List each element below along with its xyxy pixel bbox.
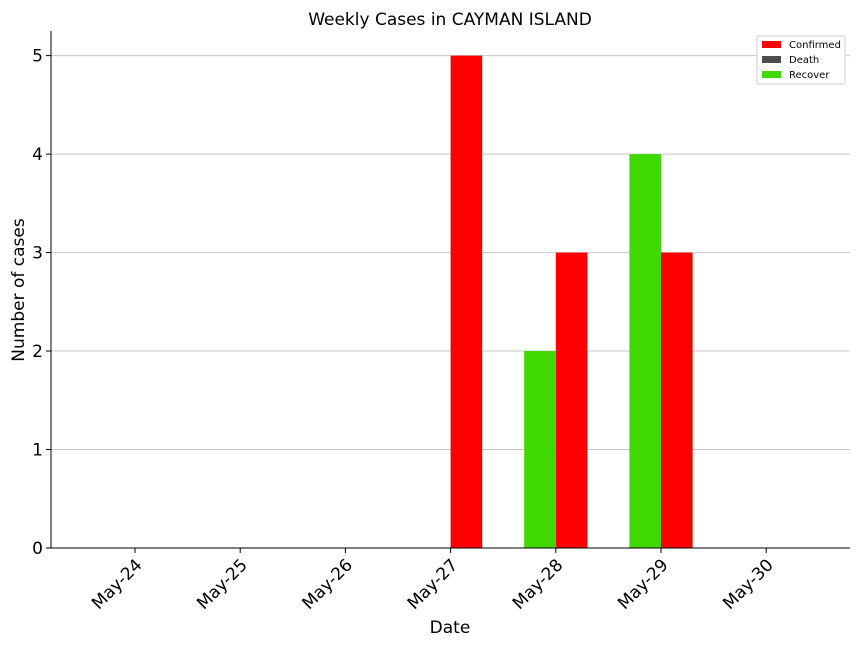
- x-tick-label: May-27: [404, 555, 462, 613]
- legend-label-confirmed: Confirmed: [789, 40, 841, 51]
- legend: Confirmed Death Recover: [756, 35, 846, 85]
- legend-label-death: Death: [789, 55, 819, 66]
- bar-recover-may-29: [629, 154, 661, 548]
- bar-confirmed-may-28: [555, 252, 588, 549]
- bars: [450, 55, 693, 549]
- x-ticks: May-24 May-25 May-26 May-27 May-28 May-29 May-…: [88, 548, 778, 614]
- bar-confirmed-may-29: [661, 252, 693, 549]
- y-tick-label: 5: [32, 47, 43, 67]
- x-tick-label: May-25: [193, 555, 251, 613]
- x-tick-label: May-28: [509, 555, 567, 613]
- bar-recover-may-28: [524, 351, 556, 548]
- legend-swatch-recover: [762, 71, 781, 78]
- x-tick-label: May-24: [88, 555, 146, 613]
- y-tick-label: 0: [32, 539, 43, 559]
- y-ticks: 0 1 2 3 4 5: [32, 47, 51, 559]
- chart-title: Weekly Cases in CAYMAN ISLAND: [308, 10, 592, 30]
- x-tick-label: May-26: [299, 555, 357, 613]
- legend-swatch-confirmed: [762, 41, 781, 48]
- bar-confirmed-may-27: [450, 55, 483, 548]
- y-tick-label: 1: [32, 441, 43, 461]
- y-tick-label: 3: [32, 244, 43, 264]
- legend-label-recover: Recover: [789, 70, 830, 81]
- y-axis-label: Number of cases: [9, 218, 29, 362]
- x-axis-label: Date: [430, 618, 471, 638]
- x-tick-label: May-29: [614, 555, 672, 613]
- y-tick-label: 4: [32, 145, 43, 165]
- gridlines: [51, 55, 850, 451]
- axes: [50, 31, 850, 549]
- legend-swatch-death: [762, 56, 781, 63]
- y-tick-label: 2: [32, 342, 43, 362]
- x-tick-label: May-30: [719, 555, 777, 613]
